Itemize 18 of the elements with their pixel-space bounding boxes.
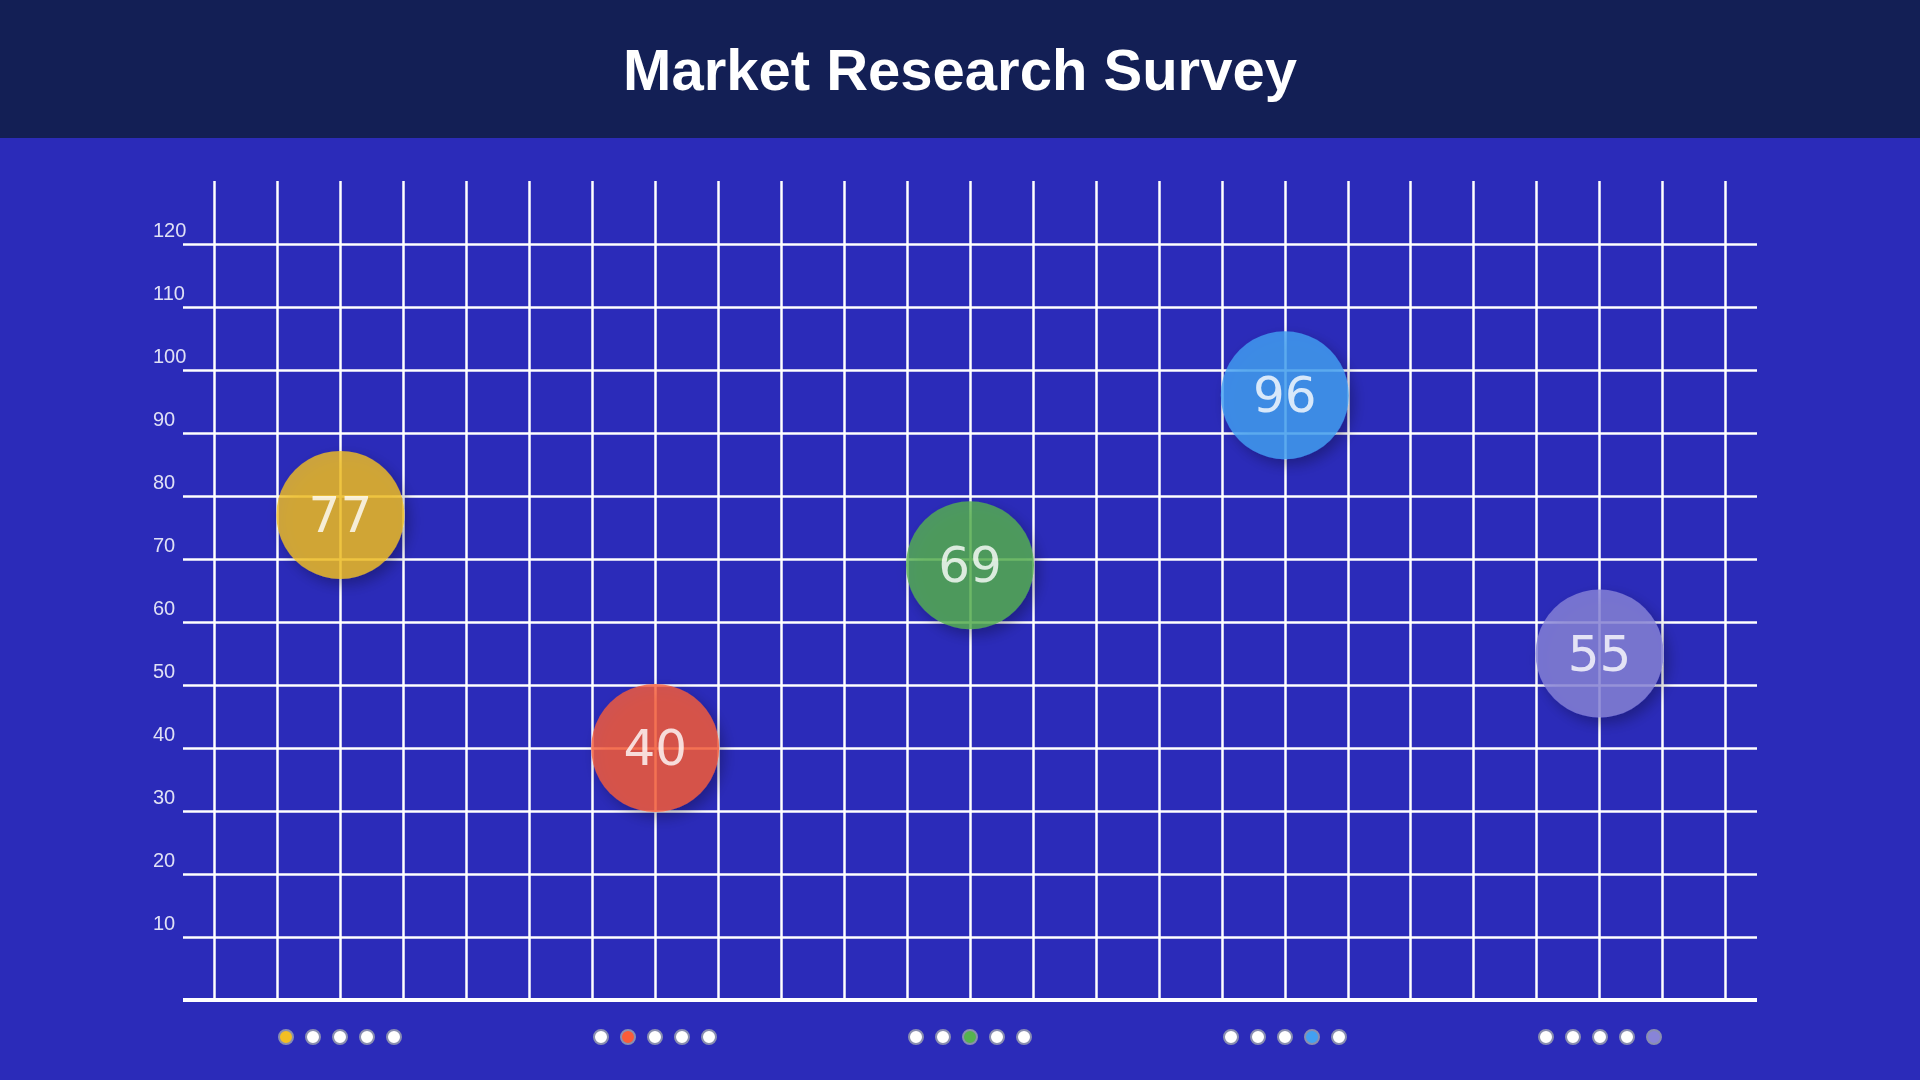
data-label: 77	[308, 485, 373, 544]
y-tick-label: 10	[153, 912, 176, 934]
data-label: 96	[1252, 366, 1317, 425]
y-tick-label: 80	[153, 471, 176, 493]
y-tick-label: 100	[153, 345, 187, 367]
y-tick-label: 70	[153, 534, 176, 556]
y-tick-label: 110	[153, 282, 185, 304]
y-tick-label: 90	[153, 408, 176, 430]
data-label: 55	[1567, 624, 1632, 683]
data-label: 40	[623, 719, 688, 777]
y-tick-label: 50	[153, 660, 176, 682]
data-label: 69	[938, 536, 1002, 595]
y-tick-label: 30	[153, 786, 176, 808]
y-tick-label: 60	[153, 597, 176, 619]
y-tick-label: 120	[153, 219, 187, 241]
y-tick-label: 20	[153, 849, 176, 871]
y-tick-label: 40	[153, 723, 176, 745]
chart-title: Market Research Survey	[0, 0, 1920, 138]
